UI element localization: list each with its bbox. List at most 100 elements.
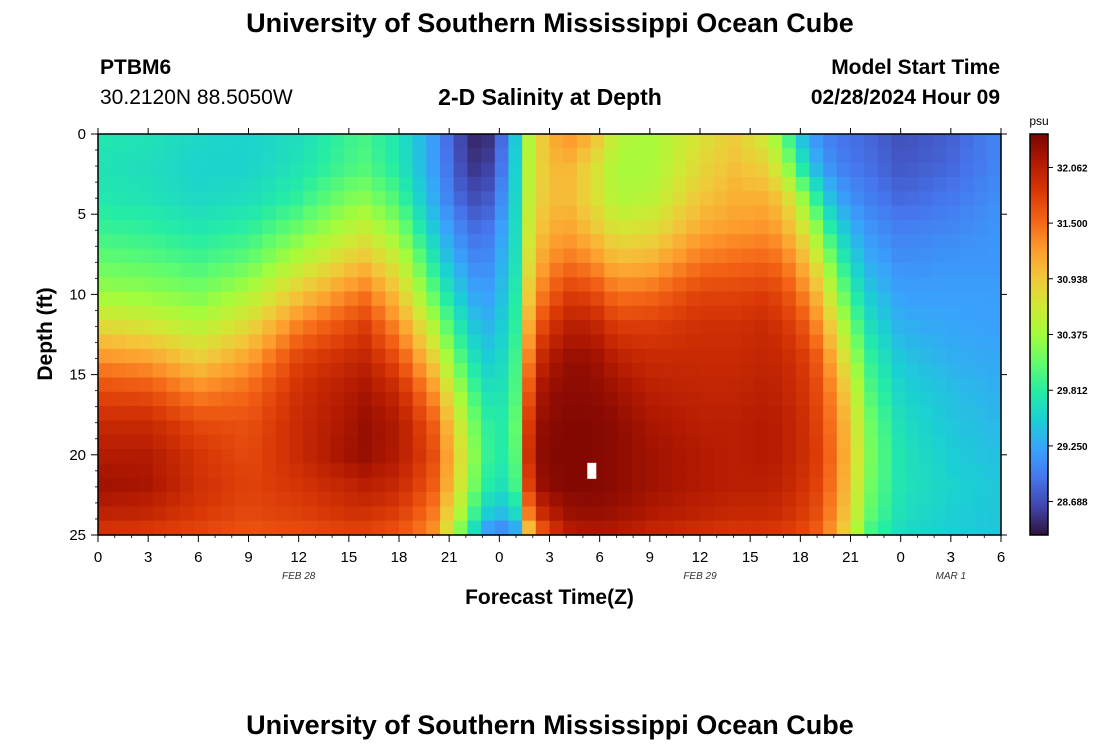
heatmap-cell bbox=[823, 449, 838, 464]
heatmap-cell bbox=[399, 449, 414, 464]
heatmap-cell bbox=[905, 234, 920, 250]
heatmap-cell bbox=[357, 334, 373, 350]
heatmap-cell bbox=[563, 463, 578, 479]
heatmap-cell bbox=[918, 134, 934, 149]
heatmap-cell bbox=[604, 434, 619, 450]
heatmap-cell bbox=[481, 248, 496, 264]
heatmap-cell bbox=[850, 176, 865, 192]
heatmap-cell bbox=[371, 248, 386, 264]
heatmap-cell bbox=[481, 205, 496, 221]
heatmap-cell bbox=[686, 391, 701, 407]
heatmap-cell bbox=[576, 305, 592, 321]
heatmap-cell bbox=[440, 248, 455, 264]
heatmap-cell bbox=[111, 205, 126, 221]
heatmap-cell bbox=[152, 391, 168, 407]
heatmap-cell bbox=[289, 363, 304, 379]
heatmap-cell bbox=[303, 162, 318, 178]
x-tick-label: 9 bbox=[646, 549, 654, 566]
heatmap-cell bbox=[248, 234, 263, 250]
heatmap-cell bbox=[617, 248, 633, 264]
heatmap-cell bbox=[891, 406, 906, 422]
heatmap-cell bbox=[604, 277, 619, 293]
heatmap-cell bbox=[741, 205, 756, 221]
heatmap-cell bbox=[357, 477, 373, 493]
heatmap-cell bbox=[823, 477, 838, 493]
heatmap-cell bbox=[741, 520, 756, 536]
heatmap-cell bbox=[152, 191, 168, 207]
heatmap-cell bbox=[700, 134, 715, 149]
heatmap-cell bbox=[467, 219, 482, 235]
heatmap-cell bbox=[617, 205, 633, 221]
heatmap-cell bbox=[782, 291, 797, 307]
heatmap-cell bbox=[563, 348, 578, 364]
heatmap-cell bbox=[330, 148, 345, 164]
heatmap-cell bbox=[782, 305, 797, 321]
heatmap-cell bbox=[371, 334, 386, 350]
heatmap-cell bbox=[344, 176, 359, 192]
heatmap-cell bbox=[987, 434, 1002, 450]
heatmap-cell bbox=[741, 449, 756, 464]
missing-data-cell bbox=[587, 462, 597, 479]
heatmap-cell bbox=[987, 391, 1002, 407]
heatmap-cell bbox=[741, 506, 756, 522]
heatmap-cell bbox=[494, 219, 510, 235]
heatmap-cell bbox=[713, 162, 728, 178]
heatmap-cell bbox=[289, 162, 304, 178]
heatmap-cell bbox=[959, 506, 975, 522]
heatmap-cell bbox=[836, 334, 852, 350]
heatmap-cell bbox=[809, 434, 824, 450]
heatmap-cell bbox=[262, 391, 277, 407]
heatmap-cell bbox=[754, 305, 770, 321]
heatmap-cell bbox=[344, 248, 359, 264]
heatmap-cell bbox=[467, 291, 482, 307]
heatmap-cell bbox=[891, 205, 906, 221]
heatmap-cell bbox=[754, 162, 770, 178]
heatmap-cell bbox=[918, 305, 934, 321]
heatmap-cell bbox=[399, 191, 414, 207]
heatmap-cell bbox=[741, 262, 756, 278]
heatmap-cell bbox=[713, 148, 728, 164]
heatmap-cell bbox=[754, 205, 770, 221]
heatmap-cell bbox=[152, 363, 168, 379]
heatmap-cell bbox=[850, 463, 865, 479]
heatmap-cell bbox=[467, 176, 482, 192]
heatmap-cell bbox=[727, 434, 742, 450]
heatmap-cell bbox=[563, 277, 578, 293]
heatmap-cell bbox=[453, 434, 469, 450]
heatmap-cell bbox=[700, 406, 715, 422]
heatmap-cell bbox=[754, 406, 770, 422]
heatmap-cell bbox=[453, 363, 469, 379]
heatmap-cell bbox=[576, 277, 592, 293]
heatmap-cell bbox=[946, 234, 961, 250]
heatmap-cell bbox=[658, 262, 674, 278]
heatmap-cell bbox=[139, 248, 154, 264]
heatmap-cell bbox=[987, 320, 1002, 336]
heatmap-cell bbox=[617, 477, 633, 493]
heatmap-cell bbox=[234, 520, 250, 536]
heatmap-cell bbox=[262, 406, 277, 422]
heatmap-cell bbox=[481, 406, 496, 422]
heatmap-cell bbox=[590, 134, 605, 149]
heatmap-cell bbox=[344, 506, 359, 522]
heatmap-cell bbox=[275, 506, 291, 522]
heatmap-cell bbox=[207, 262, 222, 278]
heatmap-cell bbox=[973, 134, 988, 149]
heatmap-cell bbox=[481, 291, 496, 307]
heatmap-cell bbox=[549, 391, 564, 407]
heatmap-cell bbox=[658, 363, 674, 379]
heatmap-cell bbox=[248, 363, 263, 379]
heatmap-cell bbox=[248, 406, 263, 422]
heatmap-cell bbox=[905, 520, 920, 536]
heatmap-cell bbox=[467, 305, 482, 321]
heatmap-cell bbox=[850, 277, 865, 293]
heatmap-cell bbox=[850, 134, 865, 149]
heatmap-cell bbox=[508, 277, 523, 293]
heatmap-cell bbox=[823, 363, 838, 379]
heatmap-cell bbox=[453, 463, 469, 479]
heatmap-cell bbox=[836, 320, 852, 336]
heatmap-cell bbox=[535, 506, 551, 522]
heatmap-cell bbox=[604, 148, 619, 164]
heatmap-cell bbox=[850, 205, 865, 221]
heatmap-cell bbox=[987, 334, 1002, 350]
heatmap-cell bbox=[891, 262, 906, 278]
